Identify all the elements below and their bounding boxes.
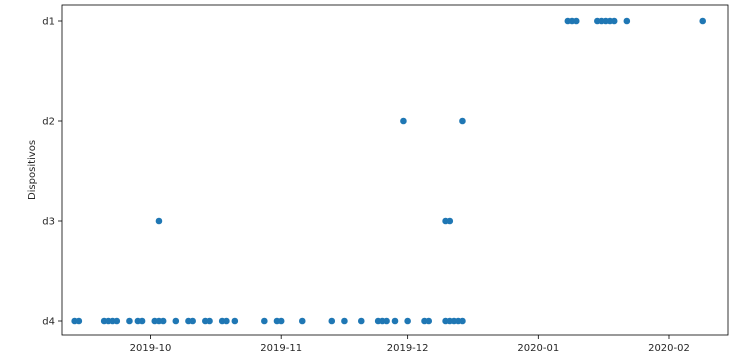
x-tick-label: 2019-10	[130, 343, 172, 354]
data-point	[155, 217, 163, 225]
data-point	[623, 17, 631, 25]
data-point	[357, 317, 365, 325]
x-axis: 2019-10 2019-11 2019-12 2020-01 2020-02	[130, 335, 690, 354]
data-point	[328, 317, 336, 325]
data-point	[572, 17, 580, 25]
y-axis: d4 d3 d2 d1	[42, 17, 62, 328]
data-point	[261, 317, 268, 325]
y-tick-label: d3	[42, 217, 55, 228]
data-point	[298, 317, 306, 325]
y-axis-label: Dispositivos	[27, 140, 38, 200]
data-point	[206, 317, 213, 325]
data-points	[71, 17, 707, 325]
data-point	[113, 317, 121, 325]
data-point	[341, 317, 348, 325]
data-point	[223, 317, 230, 325]
data-point	[138, 317, 146, 325]
x-tick-label: 2020-02	[648, 343, 690, 354]
data-point	[610, 17, 618, 25]
data-point	[231, 317, 239, 325]
plot-area	[61, 4, 729, 336]
data-point	[172, 317, 180, 325]
data-point	[446, 217, 454, 225]
x-tick-label: 2019-12	[387, 343, 429, 354]
data-point	[459, 117, 466, 125]
data-point	[75, 317, 83, 325]
data-point	[400, 117, 407, 125]
data-point	[126, 317, 133, 325]
data-point	[699, 17, 707, 25]
data-point	[425, 317, 433, 325]
data-point	[383, 317, 390, 325]
data-point	[391, 317, 399, 325]
data-point	[277, 317, 285, 325]
data-point	[189, 317, 196, 325]
data-point	[404, 317, 411, 325]
data-point	[159, 317, 167, 325]
x-tick-label: 2020-01	[517, 343, 559, 354]
x-tick-label: 2019-11	[260, 343, 302, 354]
data-point	[459, 317, 466, 325]
y-tick-label: d2	[42, 117, 55, 128]
y-tick-label: d1	[42, 17, 55, 28]
y-tick-label: d4	[42, 317, 55, 328]
